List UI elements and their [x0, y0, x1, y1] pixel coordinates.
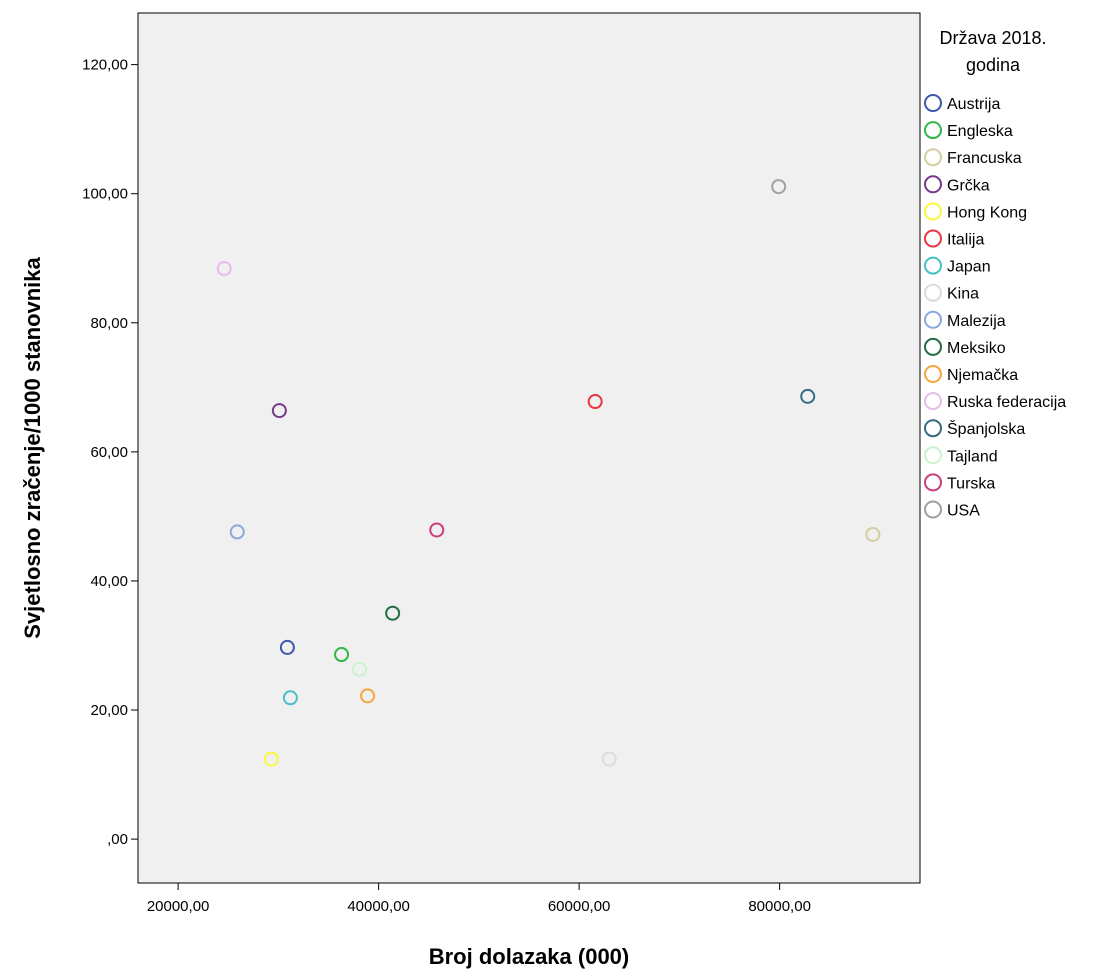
data-point-ruska-federacija: [216, 261, 232, 277]
legend-marker: [924, 392, 942, 411]
data-point-hong-kong: [263, 751, 279, 767]
legend-marker: [924, 202, 942, 221]
legend-marker: [924, 121, 942, 140]
y-tick-label: 100,00: [82, 186, 128, 203]
plot-area: [137, 12, 921, 884]
y-tick-label: 20,00: [90, 702, 128, 719]
y-axis-title: Svjetlosno zračenje/1000 stanovnika: [20, 256, 45, 638]
legend-marker: [924, 473, 942, 492]
x-tick-label: 60000,00: [548, 898, 611, 915]
data-point-tajland: [352, 661, 368, 677]
data-point-usa: [771, 179, 787, 195]
legend-marker: [924, 229, 942, 248]
legend-item-label: Ruska federacija: [947, 394, 1066, 411]
legend-item-label: Tajland: [947, 448, 998, 465]
legend-item-label: Španjolska: [947, 419, 1025, 438]
legend-item-label: Engleska: [947, 123, 1013, 140]
legend-marker: [924, 256, 942, 275]
legend-item-label: Kina: [947, 286, 979, 303]
legend-item-label: Grčka: [947, 177, 990, 194]
legend-item-label: Turska: [947, 475, 995, 492]
legend-item-label: Austrija: [947, 96, 1000, 113]
data-point-turska: [429, 522, 445, 538]
legend-marker: [924, 175, 942, 194]
legend-item-label: Meksiko: [947, 340, 1006, 357]
data-point-japan: [282, 690, 298, 706]
legend-title-line-1: Država 2018.: [939, 28, 1046, 48]
legend-item-label: Italija: [947, 232, 984, 249]
legend-marker: [924, 419, 942, 438]
y-tick-label: 60,00: [90, 444, 128, 461]
legend-item-label: Malezija: [947, 313, 1006, 330]
legend-item-label: Njemačka: [947, 367, 1018, 384]
data-point-engleska: [334, 647, 350, 663]
legend-item-label: USA: [947, 503, 980, 520]
legend-marker: [924, 500, 942, 519]
legend: Država 2018. godina Austrija Engleska Fran…: [924, 28, 1066, 520]
data-point-grčka: [271, 403, 287, 419]
legend-title-line-2: godina: [966, 55, 1021, 75]
data-point-austrija: [279, 639, 295, 655]
legend-item-label: Hong Kong: [947, 204, 1027, 221]
data-point-kina: [601, 751, 617, 767]
x-axis: 20000,00 40000,00 60000,00 80000,00: [147, 883, 811, 915]
y-axis: ,00 20,00 40,00 60,00 80,00 100,00 120,00: [82, 57, 138, 848]
y-tick-label: 80,00: [90, 315, 128, 332]
x-tick-label: 80000,00: [748, 898, 811, 915]
legend-marker: [924, 365, 942, 383]
data-point-francuska: [865, 526, 881, 542]
legend-marker: [924, 148, 942, 167]
x-tick-label: 40000,00: [347, 898, 410, 915]
legend-marker: [924, 94, 942, 112]
data-point-španjolska: [800, 388, 816, 404]
legend-item-label: Francuska: [947, 150, 1022, 167]
legend-marker: [924, 337, 942, 356]
legend-item-label: Japan: [947, 259, 991, 276]
legend-marker: [924, 446, 942, 465]
y-tick-label: ,00: [107, 831, 128, 848]
y-tick-label: 120,00: [82, 57, 128, 74]
data-point-meksiko: [385, 605, 401, 621]
y-tick-label: 40,00: [90, 573, 128, 590]
x-axis-title: Broj dolazaka (000): [429, 944, 630, 969]
data-point-malezija: [229, 524, 245, 540]
data-point-njemačka: [360, 688, 376, 704]
x-tick-label: 20000,00: [147, 898, 210, 915]
legend-marker: [924, 310, 942, 329]
legend-items: Austrija Engleska Francuska Grčka Hong Kong I…: [924, 94, 1066, 520]
data-point-italija: [587, 394, 603, 410]
legend-marker: [924, 283, 942, 302]
data-points: [216, 179, 881, 767]
